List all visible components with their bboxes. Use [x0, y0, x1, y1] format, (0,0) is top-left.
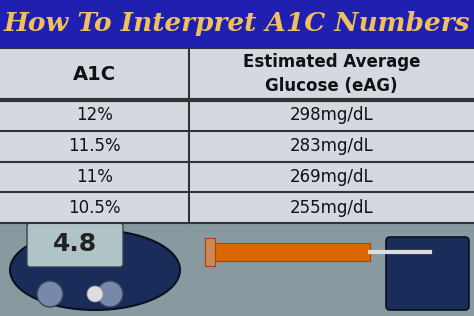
Text: 12%: 12% [76, 106, 113, 125]
Text: 4.8: 4.8 [53, 232, 97, 256]
Text: 283mg/dL: 283mg/dL [290, 137, 374, 155]
FancyBboxPatch shape [27, 223, 123, 267]
Text: 255mg/dL: 255mg/dL [290, 199, 374, 217]
Text: 269mg/dL: 269mg/dL [290, 168, 374, 186]
Bar [0, 0, 474, 48]
Text: A1C: A1C [73, 64, 116, 83]
Circle shape [97, 281, 123, 307]
Circle shape [37, 281, 63, 307]
Bar [0, 48, 474, 223]
Text: Estimated Average
Glucose (eAG): Estimated Average Glucose (eAG) [243, 53, 420, 95]
Text: 11%: 11% [76, 168, 113, 186]
Bar [210, 243, 370, 261]
Ellipse shape [10, 230, 180, 310]
Bar [205, 238, 215, 266]
Text: 298mg/dL: 298mg/dL [290, 106, 374, 125]
Text: How To Interpret A1C Numbers: How To Interpret A1C Numbers [4, 11, 470, 37]
Circle shape [87, 286, 103, 302]
Text: 11.5%: 11.5% [68, 137, 121, 155]
Bar [0, 223, 474, 316]
FancyBboxPatch shape [386, 237, 469, 310]
Text: 10.5%: 10.5% [68, 199, 121, 217]
